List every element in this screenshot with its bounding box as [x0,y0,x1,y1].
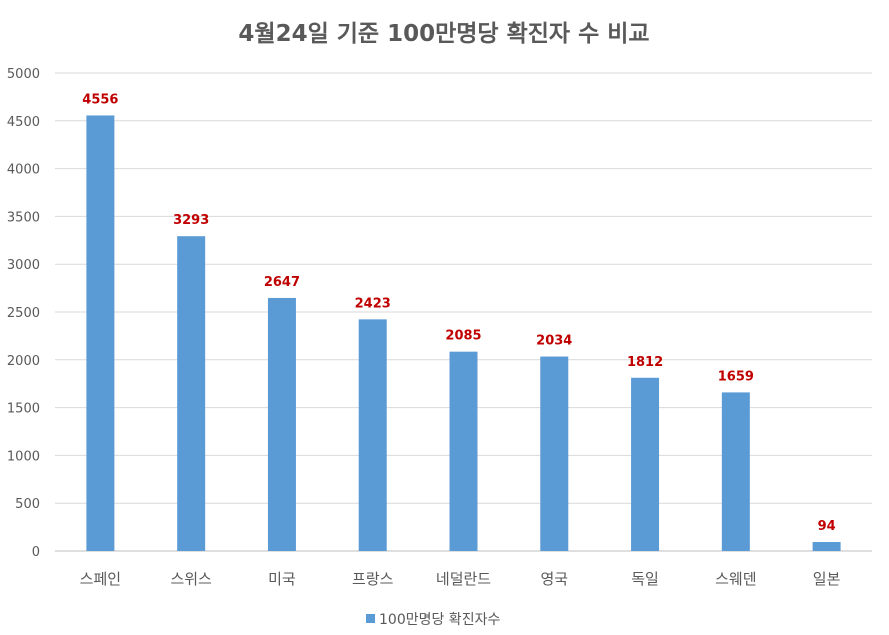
y-tick-label: 1000 [7,449,40,464]
y-tick-label: 1500 [7,402,40,417]
x-tick-label: 스위스 [170,570,212,588]
x-tick-label: 미국 [268,570,296,588]
bar [449,351,478,551]
data-label: 1812 [627,355,663,370]
data-label: 2423 [355,296,391,311]
chart-title: 4월24일 기준 100만명당 확진자 수 비교 [238,21,649,47]
bar [267,297,296,551]
bar [358,319,387,551]
y-tick-label: 3500 [7,210,40,225]
y-tick-label: 0 [32,545,40,560]
x-tick-label: 네덜란드 [436,570,491,588]
data-label: 1659 [718,369,754,384]
data-label: 2034 [536,334,572,349]
y-tick-label: 4000 [7,163,40,178]
data-label: 3293 [173,213,209,228]
x-axis: 스페인 스위스 미국 프랑스 네덜란드 영국 독일 스웨덴 일본 [80,570,841,588]
x-tick-label: 프랑스 [352,570,394,588]
bars: 4556 3293 2647 2423 2085 2034 1812 1659 94 [82,92,841,551]
x-tick-label: 영국 [540,570,568,588]
data-label: 2085 [445,329,481,344]
x-tick-label: 일본 [813,570,841,588]
x-tick-label: 독일 [631,570,659,588]
legend-label: 100만명당 확진자수 [379,612,500,628]
y-tick-label: 2000 [7,354,40,369]
y-tick-label: 500 [15,497,40,512]
x-tick-label: 스페인 [80,570,121,588]
y-tick-label: 2500 [7,306,40,321]
y-axis: 0 500 1000 1500 2000 2500 3000 3500 4000 4500 5000 [7,67,40,560]
x-tick-label: 스웨덴 [715,570,756,588]
data-label: 2647 [264,275,300,290]
data-label: 4556 [82,92,118,107]
y-tick-label: 5000 [7,67,40,82]
bar [540,356,569,551]
bar [631,377,660,551]
legend: 100만명당 확진자수 [366,612,500,628]
y-tick-label: 4500 [7,115,40,130]
bar [86,115,115,551]
legend-swatch [366,614,375,623]
bar [812,542,841,551]
bar [721,392,750,551]
y-tick-label: 3000 [7,258,40,273]
bar [177,236,206,551]
data-label: 94 [818,519,836,534]
